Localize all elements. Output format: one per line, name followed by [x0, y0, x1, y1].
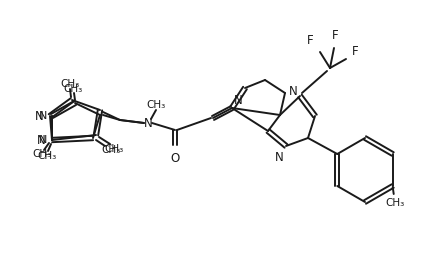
Text: N: N: [39, 135, 47, 145]
Text: CH₃: CH₃: [63, 84, 83, 94]
Text: CH₃: CH₃: [60, 79, 80, 89]
Text: CH₃: CH₃: [101, 145, 121, 155]
Text: F: F: [352, 45, 359, 58]
Text: N: N: [143, 116, 152, 130]
Text: CH₃: CH₃: [37, 151, 57, 161]
Text: N: N: [275, 151, 284, 164]
Text: N: N: [234, 94, 243, 107]
Text: CH₃: CH₃: [104, 144, 124, 154]
Text: N: N: [289, 85, 298, 98]
Text: N: N: [35, 110, 44, 123]
Text: CH₃: CH₃: [147, 100, 165, 110]
Text: F: F: [332, 29, 338, 42]
Text: O: O: [170, 152, 180, 165]
Text: N: N: [39, 111, 47, 121]
Text: CH₃: CH₃: [33, 149, 51, 159]
Text: F: F: [308, 34, 314, 47]
Text: N: N: [37, 133, 46, 147]
Text: CH₃: CH₃: [385, 198, 404, 208]
